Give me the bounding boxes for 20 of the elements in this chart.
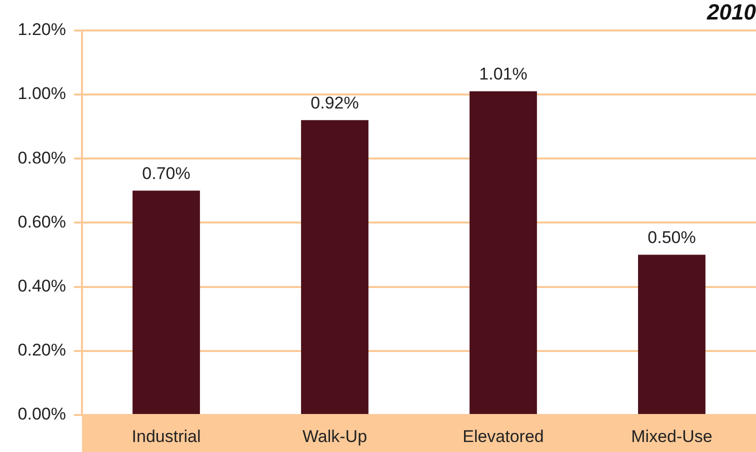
data-label: 0.92% — [310, 93, 359, 112]
bar — [638, 254, 706, 414]
y-tick-label: 0.20% — [18, 340, 66, 360]
x-tick-label: Mixed-Use — [631, 426, 712, 446]
bar — [132, 190, 200, 414]
y-tick-label: 0.40% — [18, 276, 66, 296]
x-tick-label: Industrial — [132, 426, 201, 446]
x-tick-label: Elevatored — [462, 426, 544, 446]
data-label: 1.01% — [479, 64, 528, 84]
y-tick-label: 0.60% — [18, 212, 66, 232]
data-label: 0.50% — [648, 228, 696, 247]
y-tick-label: 0.80% — [18, 148, 66, 168]
y-tick-label: 0.00% — [18, 404, 66, 424]
x-tick-label: Walk-Up — [302, 426, 368, 446]
data-label: 0.70% — [142, 164, 190, 183]
bar — [301, 120, 368, 414]
chart-title: 2010 — [706, 0, 756, 24]
y-tick-label: 1.20% — [18, 20, 66, 40]
bar — [470, 91, 537, 414]
y-tick-label: 1.00% — [18, 84, 66, 104]
